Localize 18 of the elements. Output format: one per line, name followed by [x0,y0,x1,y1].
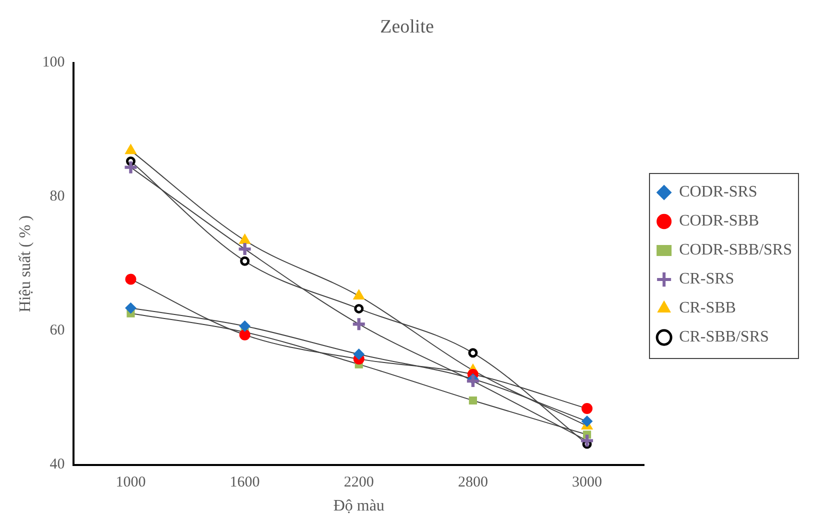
y-tick-label: 80 [50,188,65,205]
y-axis-title: Hiệu suất ( % ) [16,215,34,312]
legend-label: CR-SBB [679,300,736,317]
legend-label: CODR-SRS [679,184,758,201]
y-tick-label: 60 [50,322,65,339]
x-tick-label: 2200 [344,474,374,491]
legend-label: CODR-SBB [679,212,760,230]
x-tick-label: 3000 [572,474,602,491]
legend-label: CR-SBB/SRS [679,328,769,346]
x-tick-label: 1600 [230,474,260,491]
x-axis-title: Độ màu [333,498,384,515]
x-tick-label: 1000 [116,474,146,491]
x-tick-label: 2800 [458,474,488,491]
chart-title: Zeolite [380,16,434,38]
y-tick-label: 40 [50,456,65,473]
legend-label: CODR-SBB/SRS [679,242,792,259]
legend-label: CR-SRS [679,270,734,288]
y-tick-label: 100 [42,54,65,71]
